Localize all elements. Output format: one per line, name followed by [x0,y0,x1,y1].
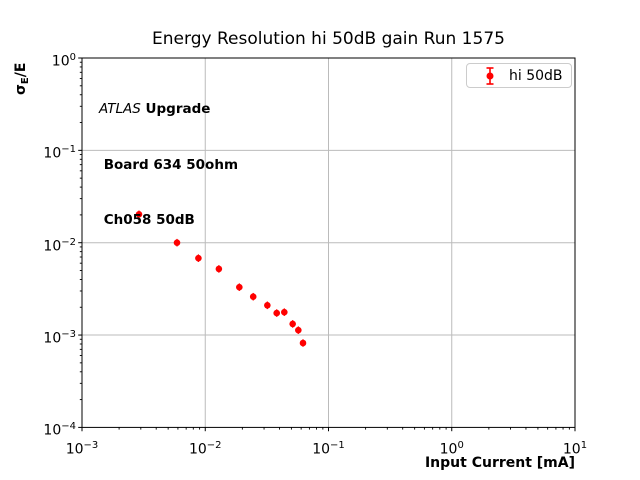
y-tick-label: 10−3 [43,329,76,347]
ylabel-sigma: σ [13,84,29,95]
data-point [264,301,271,309]
annotation-atlas: ATLAS [99,101,141,117]
annotation-line-2: Board 634 50ohm [99,156,239,173]
data-point [135,211,143,218]
data-point [236,283,243,291]
annotation-block: ATLAS Upgrade Board 634 50ohm Ch058 50dB [99,63,238,267]
x-tick-label: 10−1 [312,440,345,458]
data-point [215,265,223,273]
data-point [289,320,296,328]
annotation-line-1: ATLAS Upgrade [99,100,238,119]
errorbar-marker-icon [486,66,494,85]
x-tick-label: 10−2 [188,440,222,458]
data-point [273,309,281,317]
x-tick-label: 10−3 [65,440,99,458]
y-tick-label: 10−1 [43,144,76,162]
data-point [173,239,181,246]
y-tick-label: 100 [51,52,76,70]
annotation-line-3: Ch058 50dB [99,212,195,228]
x-tick-label: 100 [439,440,464,458]
annotation-upgrade: Upgrade [140,101,211,117]
ylabel-subscript: E [20,77,31,85]
data-point [295,326,302,334]
data-point [299,339,307,347]
y-tick-label: 10−4 [43,421,76,440]
chart-title: Energy Resolution hi 50dB gain Run 1575 [152,29,505,49]
data-point [249,293,257,301]
legend-box: hi 50dB [466,63,572,88]
legend-label: hi 50dB [509,67,563,84]
y-tick-label: 10−2 [43,236,76,255]
data-point [195,254,202,262]
data-point [281,308,288,316]
x-axis-label: Input Current [mA] [424,455,575,471]
axes-frame [81,57,576,428]
x-tick-label: 101 [562,440,588,458]
